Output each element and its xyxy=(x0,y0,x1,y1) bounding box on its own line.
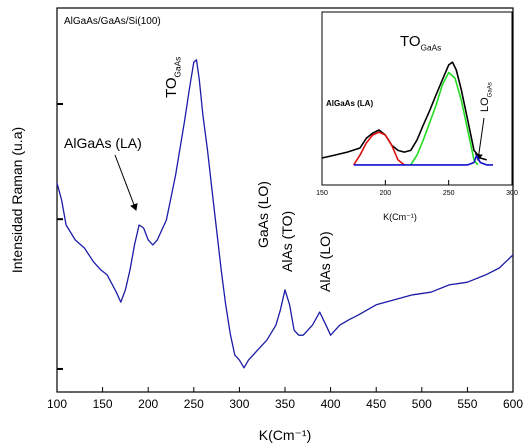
x-tick-label: 350 xyxy=(275,397,295,411)
annotation: LOGaAs xyxy=(479,82,493,112)
x-tick-label: 150 xyxy=(316,190,328,197)
x-tick-label: 100 xyxy=(47,397,67,411)
x-tick-label: 150 xyxy=(93,397,113,411)
x-tick-label: 400 xyxy=(321,397,341,411)
annotation: TOGaAs xyxy=(400,33,441,53)
annotation-text: TO xyxy=(163,77,180,98)
x-tick-label: 550 xyxy=(457,397,477,411)
annotation-text: LO xyxy=(479,97,491,112)
annotation-text: AlGaAs (LA) xyxy=(64,135,142,151)
annotation-text: GaAs (LO) xyxy=(255,181,271,248)
x-tick-label: 500 xyxy=(412,397,432,411)
annotation-subscript: GaAs xyxy=(421,44,442,53)
x-tick-label: 300 xyxy=(506,190,518,197)
x-tick-label: 250 xyxy=(443,190,455,197)
series-line xyxy=(353,154,493,166)
annotation: AlAs (LO) xyxy=(317,231,333,292)
series-line xyxy=(353,131,405,166)
annotation-text: AlGaAs (LA) xyxy=(326,99,373,108)
x-tick-label: 250 xyxy=(184,397,204,411)
annotation: GaAs (LO) xyxy=(255,181,271,248)
y-axis-label: Intensidad Raman (u.a) xyxy=(9,127,25,273)
x-axis-label: K(Cm⁻¹) xyxy=(259,427,312,443)
chart-title: AlGaAs/GaAs/Si(100) xyxy=(64,16,161,27)
annotation-subscript: GaAs xyxy=(487,82,493,97)
inset-x-axis-label: K(Cm⁻¹) xyxy=(383,212,417,222)
annotation-subscript: GaAs xyxy=(174,57,183,78)
x-tick-label: 600 xyxy=(503,397,523,411)
annotation-text: TO xyxy=(400,33,421,50)
arrow xyxy=(114,154,138,211)
annotation-text: AlAs (LO) xyxy=(317,231,333,292)
annotation: TOGaAs xyxy=(163,57,183,98)
series-line xyxy=(410,71,479,166)
x-tick-label: 300 xyxy=(229,397,249,411)
annotation: AlGaAs (LA) xyxy=(64,135,142,151)
x-tick-label: 450 xyxy=(366,397,386,411)
series-line xyxy=(56,59,514,369)
annotation: AlGaAs (LA) xyxy=(326,99,373,108)
x-tick-label: 200 xyxy=(138,397,158,411)
series-line xyxy=(321,61,487,161)
annotation: AlAs (TO) xyxy=(279,211,295,272)
arrow xyxy=(474,117,485,161)
x-tick-label: 200 xyxy=(379,190,391,197)
annotation-text: AlAs (TO) xyxy=(279,211,295,272)
